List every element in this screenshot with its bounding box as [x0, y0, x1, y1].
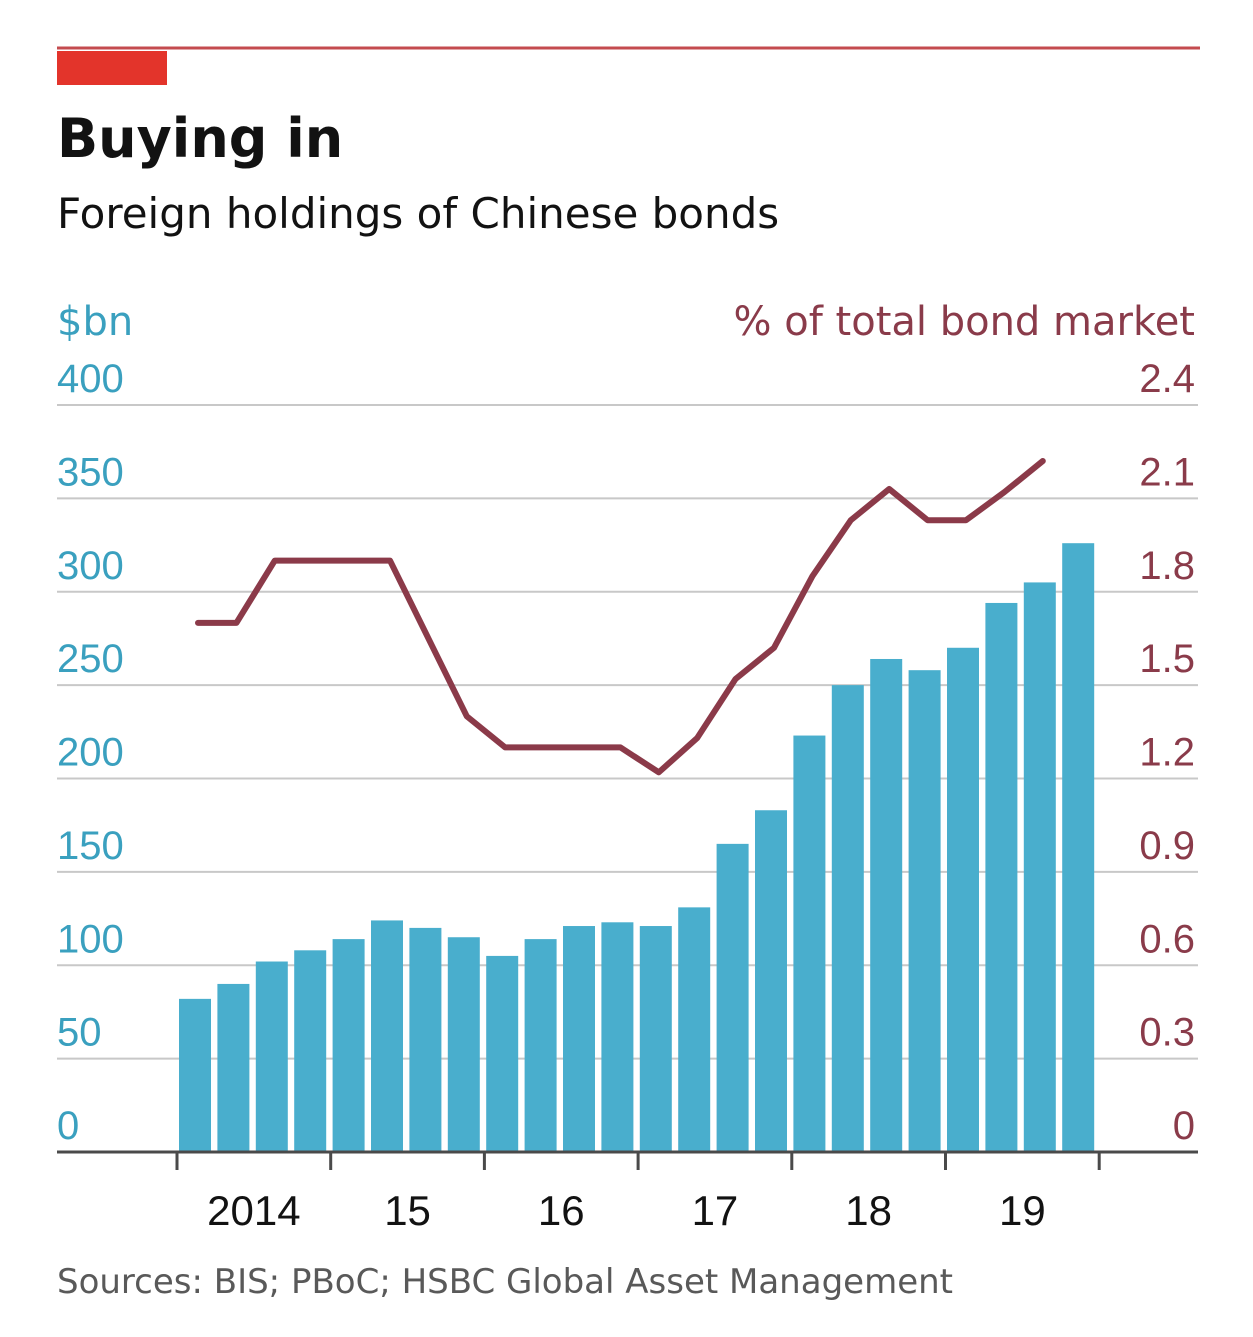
right-tick-label: 1.8	[1139, 544, 1195, 588]
x-tick-label: 16	[538, 1187, 585, 1234]
x-tick-label: 18	[845, 1187, 892, 1234]
left-tick-label: 100	[57, 917, 124, 961]
x-tick-label: 2014	[207, 1187, 300, 1234]
right-tick-label: 0	[1173, 1104, 1195, 1148]
x-axis	[57, 1150, 1198, 1170]
right-tick-label: 0.9	[1139, 824, 1195, 868]
right-tick-label: 0.3	[1139, 1011, 1195, 1055]
bar	[524, 939, 557, 1152]
right-tick-label: 2.4	[1139, 357, 1195, 401]
bar-series	[179, 543, 1095, 1152]
left-tick-label: 250	[57, 637, 124, 681]
bar	[601, 922, 634, 1152]
bar	[639, 926, 672, 1152]
bar	[870, 658, 903, 1152]
line-series	[195, 458, 1046, 776]
x-tick-label: 19	[999, 1187, 1046, 1234]
left-tick-label: 200	[57, 731, 124, 775]
source-note: Sources: BIS; PBoC; HSBC Global Asset Ma…	[57, 1262, 953, 1302]
bar	[332, 939, 365, 1152]
left-tick-label: 350	[57, 450, 124, 494]
right-tick-label: 1.2	[1139, 731, 1195, 775]
left-tick-label: 0	[57, 1104, 79, 1148]
right-tick-label: 0.6	[1139, 917, 1195, 961]
bar	[371, 920, 403, 1152]
left-tick-label: 150	[57, 824, 124, 868]
bar	[563, 926, 595, 1152]
bar	[294, 950, 327, 1152]
bar	[908, 670, 941, 1152]
x-tick-label: 17	[692, 1187, 739, 1234]
x-tick-label: 15	[384, 1187, 431, 1234]
bar	[716, 843, 749, 1152]
right-tick-label: 1.5	[1139, 637, 1195, 681]
left-axis-unit: $bn	[57, 299, 133, 345]
bar	[755, 810, 787, 1152]
bar	[255, 961, 288, 1152]
line-path	[195, 458, 1046, 776]
bar	[486, 955, 519, 1152]
bar	[1062, 543, 1095, 1152]
bar	[447, 937, 480, 1152]
right-axis-unit: % of total bond market	[734, 299, 1195, 345]
chart-subtitle: Foreign holdings of Chinese bonds	[57, 189, 779, 238]
bar	[217, 983, 250, 1152]
bar	[793, 735, 826, 1152]
bar	[947, 647, 979, 1152]
chart-title: Buying in	[57, 107, 343, 170]
tick-labels: 0 0 50 0.3 100 0.6 150 0.9 200 1.2 250 1.5 300 1.8 350…	[57, 357, 1195, 1234]
bar	[678, 907, 711, 1152]
brand-tag	[57, 51, 167, 85]
bar	[179, 998, 211, 1152]
left-tick-label: 50	[57, 1011, 102, 1055]
bar	[409, 927, 442, 1152]
right-tick-label: 2.1	[1139, 450, 1195, 494]
left-tick-label: 400	[57, 357, 124, 401]
bar	[985, 602, 1018, 1152]
bar	[1023, 582, 1056, 1152]
bar	[831, 685, 864, 1152]
left-tick-label: 300	[57, 544, 124, 588]
